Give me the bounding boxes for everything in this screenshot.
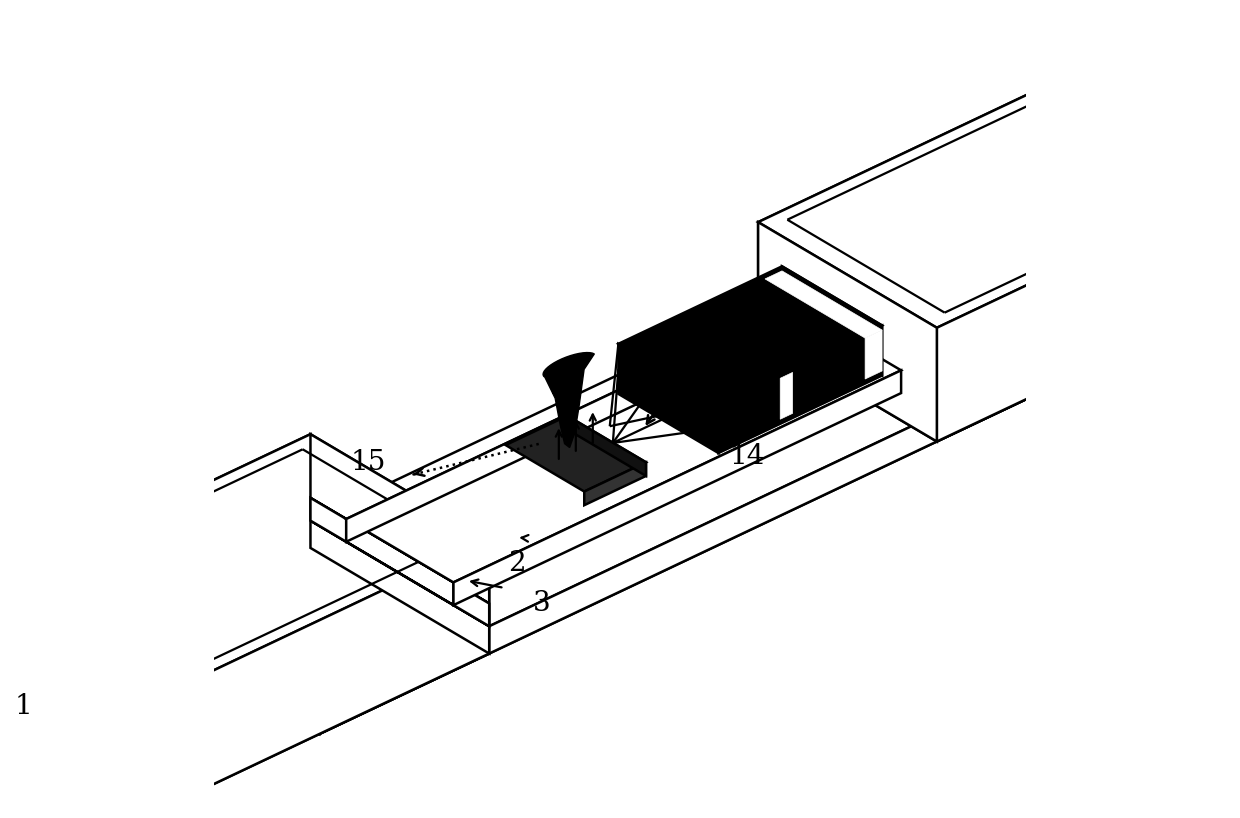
Polygon shape: [758, 0, 1240, 336]
Polygon shape: [937, 79, 1240, 442]
Polygon shape: [140, 601, 320, 734]
Text: 14: 14: [729, 443, 765, 470]
Polygon shape: [718, 326, 882, 453]
Polygon shape: [103, 540, 490, 818]
Polygon shape: [584, 462, 646, 506]
Polygon shape: [0, 434, 310, 730]
Polygon shape: [0, 434, 490, 722]
Polygon shape: [568, 416, 646, 476]
Polygon shape: [346, 307, 901, 582]
Polygon shape: [310, 434, 490, 654]
Polygon shape: [310, 498, 490, 604]
Text: 3: 3: [533, 590, 551, 617]
Polygon shape: [0, 617, 103, 818]
Polygon shape: [140, 162, 1240, 707]
Polygon shape: [1066, 162, 1240, 295]
Polygon shape: [758, 222, 937, 442]
Polygon shape: [310, 520, 490, 627]
Polygon shape: [758, 0, 1240, 328]
Polygon shape: [866, 330, 882, 379]
Polygon shape: [619, 344, 718, 453]
Polygon shape: [543, 353, 594, 447]
Polygon shape: [782, 267, 882, 375]
Text: 1: 1: [15, 694, 32, 721]
Polygon shape: [320, 268, 1240, 734]
Text: 2: 2: [508, 551, 526, 578]
Polygon shape: [0, 548, 490, 818]
Polygon shape: [619, 267, 882, 403]
Polygon shape: [346, 307, 794, 542]
Polygon shape: [506, 416, 646, 492]
Polygon shape: [765, 271, 882, 338]
Polygon shape: [758, 88, 1240, 442]
Polygon shape: [310, 498, 346, 542]
Text: 15: 15: [351, 449, 387, 476]
Text: 13: 13: [547, 373, 583, 400]
Polygon shape: [140, 190, 1240, 734]
Polygon shape: [454, 582, 490, 627]
Polygon shape: [780, 372, 792, 420]
Polygon shape: [454, 371, 901, 605]
